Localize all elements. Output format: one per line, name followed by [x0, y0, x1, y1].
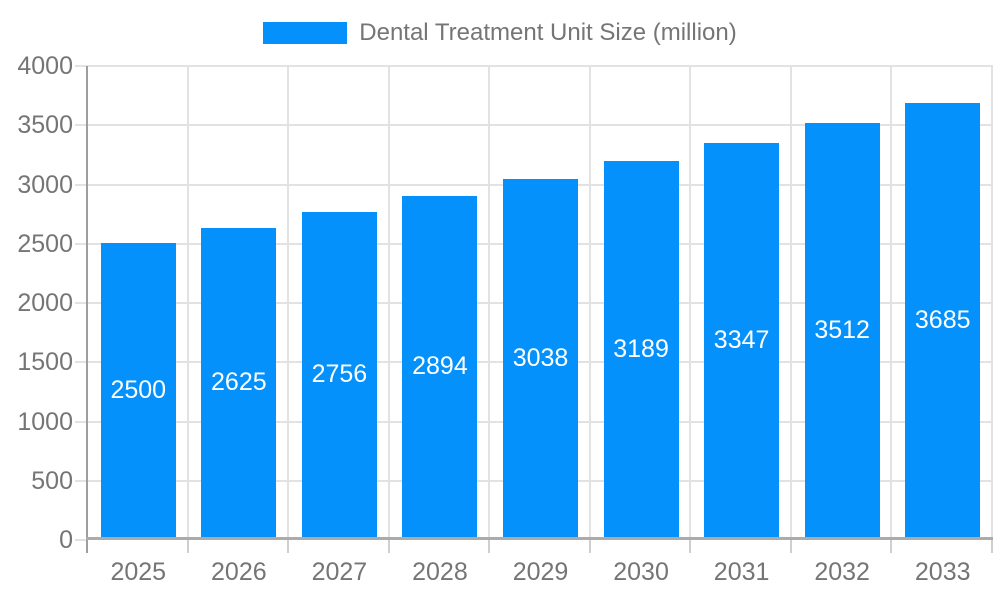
- gridline-vertical: [689, 66, 692, 540]
- y-axis-tick: [75, 361, 88, 364]
- y-axis-tick-label: 4000: [17, 52, 73, 80]
- x-axis-tick: [287, 540, 290, 553]
- bar: 2625: [201, 228, 277, 537]
- x-axis-tick-label: 2026: [211, 558, 267, 586]
- bar-value-label: 3038: [512, 343, 569, 372]
- x-axis-tick-label: 2027: [311, 558, 368, 586]
- bar: 3685: [905, 103, 981, 537]
- y-axis-tick-label: 2500: [17, 229, 73, 258]
- gridline-vertical: [186, 66, 189, 540]
- gridline-horizontal: [88, 124, 993, 127]
- bar-value-label: 3347: [713, 325, 770, 354]
- y-axis-tick: [75, 183, 88, 186]
- bar: 2500: [100, 243, 176, 537]
- legend: Dental Treatment Unit Size (million): [0, 19, 1000, 47]
- bar: 2894: [402, 196, 478, 537]
- x-axis-line: [86, 537, 993, 540]
- y-axis-tick-label: 3500: [17, 111, 73, 140]
- x-axis-tick: [387, 540, 390, 553]
- y-axis-tick: [75, 420, 88, 423]
- gridline-vertical: [991, 66, 993, 540]
- bar-value-label: 3685: [914, 305, 971, 334]
- x-axis-tick: [890, 540, 893, 553]
- y-axis-tick-label: 2000: [17, 289, 73, 317]
- x-axis-tick-label: 2025: [110, 558, 167, 586]
- gridline-vertical: [287, 66, 290, 540]
- y-axis-tick-label: 1000: [17, 407, 73, 436]
- gridline-vertical: [488, 66, 491, 540]
- x-axis-tick: [488, 540, 491, 553]
- y-axis-tick: [75, 539, 88, 541]
- gridline-vertical: [789, 66, 792, 540]
- y-axis-tick: [75, 242, 88, 245]
- bar: 3189: [603, 161, 679, 537]
- gridline-vertical: [588, 66, 591, 540]
- x-axis-tick: [588, 540, 591, 553]
- x-axis-tick-label: 2031: [713, 558, 770, 586]
- bar: 3347: [704, 143, 780, 537]
- y-axis-tick: [75, 124, 88, 127]
- y-axis-tick-label: 1500: [17, 348, 73, 377]
- x-axis-tick-label: 2030: [613, 558, 669, 586]
- bar: 3512: [804, 123, 880, 537]
- plot-area: 2500 2625 2756 2894 3038 3189 3347 3512 3685: [75, 65, 993, 553]
- y-axis-tick-label: 3000: [17, 170, 73, 199]
- x-axis-tick: [789, 540, 792, 553]
- bar-value-label: 2500: [110, 375, 167, 404]
- y-axis-tick: [75, 65, 88, 67]
- y-axis-tick-label: 0: [59, 526, 73, 554]
- x-axis-tick: [991, 540, 993, 553]
- y-axis-tick: [75, 479, 88, 482]
- gridline-vertical: [387, 66, 390, 540]
- gridline-vertical: [890, 66, 893, 540]
- x-axis-tick-label: 2029: [512, 558, 569, 586]
- x-axis-tick-label: 2032: [814, 558, 870, 586]
- bar-value-label: 3189: [613, 334, 669, 363]
- x-axis-tick-label: 2033: [914, 558, 971, 586]
- bar-value-label: 3512: [814, 315, 870, 344]
- x-axis-tick: [689, 540, 692, 553]
- x-axis-tick: [186, 540, 189, 553]
- y-axis-tick: [75, 302, 88, 304]
- bar-value-label: 2756: [311, 360, 368, 388]
- bar: 3038: [503, 179, 578, 537]
- x-axis-tick-label: 2028: [412, 558, 468, 586]
- legend-swatch-icon: [263, 22, 348, 44]
- bar-value-label: 2894: [412, 352, 468, 380]
- y-axis-line: [86, 66, 88, 553]
- y-axis-tick-label: 500: [31, 466, 73, 495]
- legend-label: Dental Treatment Unit Size (million): [359, 19, 737, 46]
- bar: 2756: [301, 212, 377, 537]
- gridline-horizontal: [88, 65, 993, 67]
- bar-value-label: 2625: [211, 368, 267, 396]
